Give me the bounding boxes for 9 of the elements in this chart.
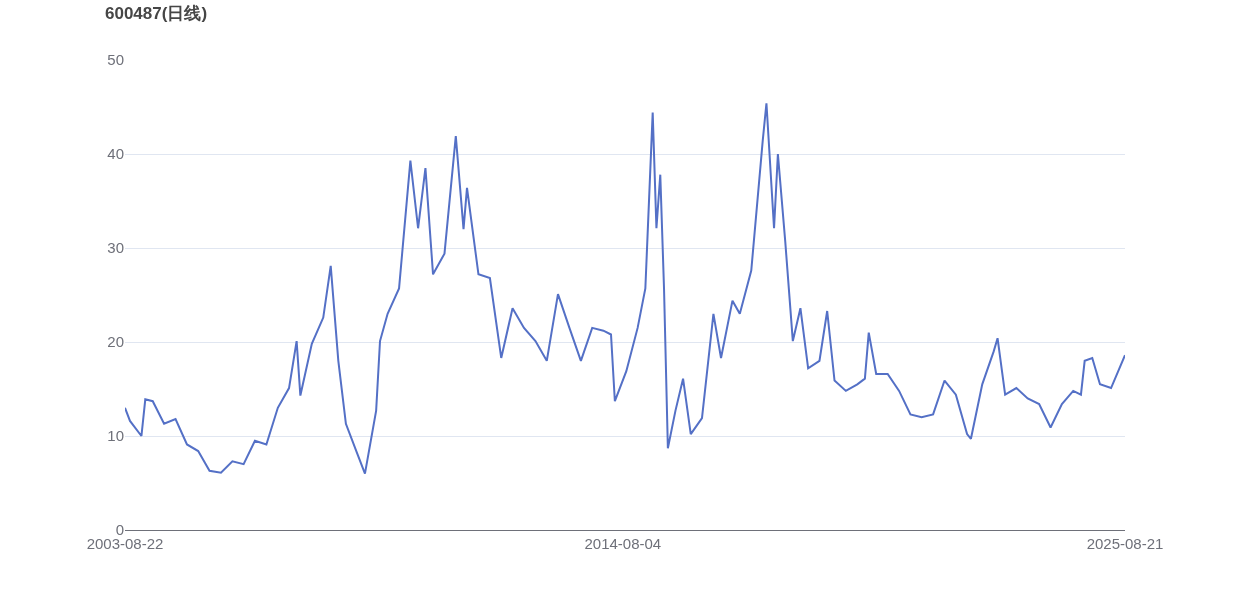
- chart-title: 600487(日线): [105, 3, 208, 23]
- y-tick-label: 40: [107, 145, 124, 163]
- x-tick-label: 2014-08-04: [584, 535, 662, 552]
- y-tick-label: 50: [107, 51, 124, 69]
- y-tick-label: 10: [107, 427, 124, 445]
- y-tick-label: 20: [107, 333, 124, 351]
- x-tick-label: 2025-08-21: [1086, 535, 1164, 552]
- y-tick-label: 30: [107, 239, 124, 257]
- line-series: [125, 102, 1125, 475]
